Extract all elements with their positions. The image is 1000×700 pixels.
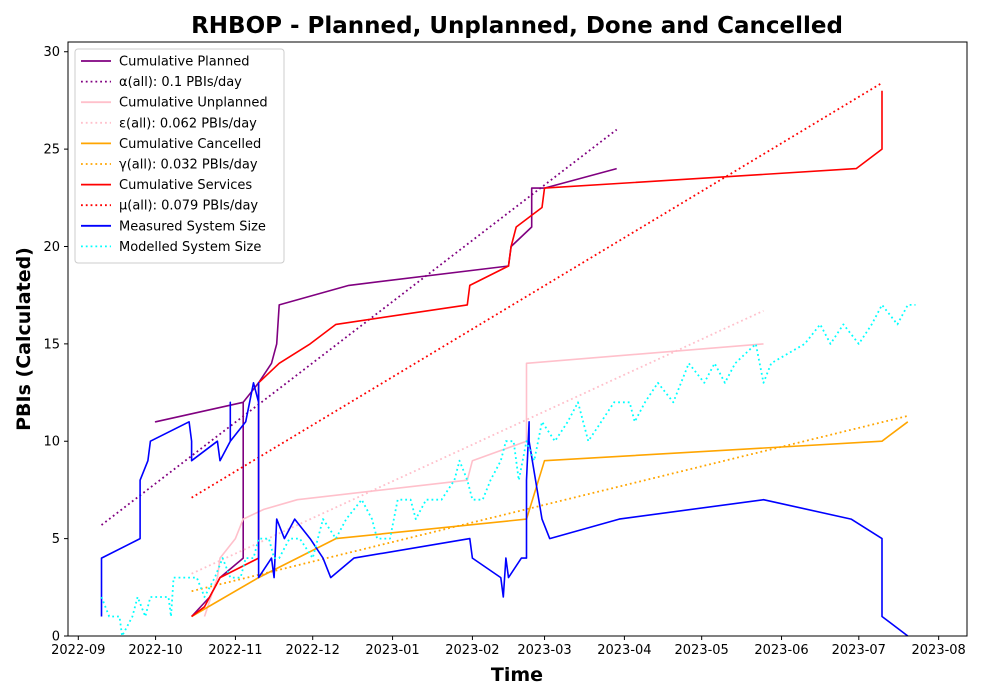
y-tick-label: 10 bbox=[43, 435, 60, 450]
x-tick-label: 2023-06 bbox=[754, 643, 808, 658]
y-tick-label: 20 bbox=[43, 240, 60, 255]
legend-label: γ(all): 0.032 PBIs/day bbox=[119, 158, 258, 173]
x-tick-label: 2022-09 bbox=[51, 643, 105, 658]
x-tick-label: 2023-03 bbox=[517, 643, 571, 658]
plot-frame bbox=[67, 41, 968, 637]
legend-label: Modelled System Size bbox=[119, 240, 261, 255]
y-tick-label: 15 bbox=[43, 337, 60, 352]
series-line-4 bbox=[191, 421, 909, 618]
y-tick-label: 30 bbox=[43, 45, 60, 60]
x-tick-label: 2023-04 bbox=[597, 643, 651, 658]
series-line-3 bbox=[191, 309, 764, 575]
x-tick-label: 2023-07 bbox=[832, 643, 886, 658]
series-line-9 bbox=[100, 304, 916, 637]
y-tick-label: 0 bbox=[52, 630, 60, 645]
legend-label: ε(all): 0.062 PBIs/day bbox=[119, 116, 257, 131]
legend-label: μ(all): 0.079 PBIs/day bbox=[119, 199, 258, 214]
chart-title: RHBOP - Planned, Unplanned, Done and Can… bbox=[191, 13, 843, 39]
x-tick-label: 2023-05 bbox=[675, 643, 729, 658]
series-line-6 bbox=[191, 90, 883, 618]
x-tick-label: 2023-02 bbox=[445, 643, 499, 658]
x-axis: 2022-09 2022-10 2022-11 2022-12 2023-01 2023-… bbox=[51, 636, 966, 658]
x-tick-label: 2023-01 bbox=[365, 643, 419, 658]
y-tick-label: 25 bbox=[43, 143, 60, 158]
legend-label: Cumulative Planned bbox=[119, 55, 249, 70]
legend-label: Measured System Size bbox=[119, 219, 266, 234]
legend-label: Cumulative Unplanned bbox=[119, 96, 268, 111]
x-axis-label: Time bbox=[491, 664, 543, 686]
legend-label: Cumulative Cancelled bbox=[119, 137, 261, 152]
x-tick-label: 2022-11 bbox=[208, 643, 262, 658]
x-tick-label: 2022-12 bbox=[286, 643, 340, 658]
series-line-7 bbox=[191, 82, 883, 499]
series-line-5 bbox=[191, 415, 909, 593]
plot-area bbox=[100, 82, 916, 637]
legend: Cumulative Planned α(all): 0.1 PBIs/day Cu… bbox=[74, 48, 285, 264]
series-line-8 bbox=[100, 382, 909, 637]
series-line-0 bbox=[154, 167, 617, 618]
y-axis: 0 5 10 15 20 25 30 bbox=[43, 45, 68, 645]
y-tick-label: 5 bbox=[52, 532, 60, 547]
x-tick-label: 2022-10 bbox=[128, 643, 182, 658]
legend-label: Cumulative Services bbox=[119, 178, 252, 193]
legend-label: α(all): 0.1 PBIs/day bbox=[119, 75, 242, 90]
x-tick-label: 2023-08 bbox=[912, 643, 966, 658]
legend-box bbox=[74, 48, 285, 264]
y-axis-label: PBIs (Calculated) bbox=[13, 247, 35, 431]
